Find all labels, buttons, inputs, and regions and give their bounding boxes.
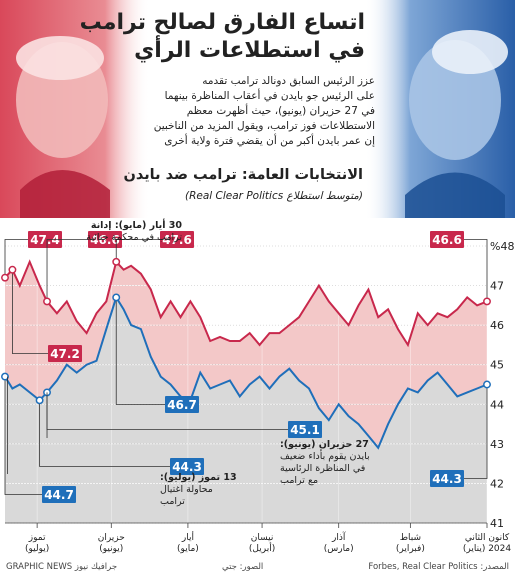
x-tick-label: (يناير) 2024 <box>463 544 512 554</box>
value-marker <box>1 372 9 381</box>
x-tick-label: (مايو) <box>177 544 199 554</box>
x-tick-label: (يوليو) <box>25 544 49 554</box>
x-tick-label: آذار <box>331 531 346 543</box>
page-title-line1: اتساع الفارق لصالح ترامب <box>79 10 365 35</box>
annotation-line: بايدن يقوم بأداء ضعيف <box>280 449 370 462</box>
y-tick-label: 45 <box>490 359 504 372</box>
x-tick-label: شباط <box>400 533 421 543</box>
value-label-box <box>430 231 464 248</box>
value-label: 46.6 <box>432 233 462 247</box>
annotation-line: ترامب في محكمة جنائية <box>86 232 182 243</box>
value-label: 44.7 <box>44 488 74 502</box>
value-label: 44.3 <box>432 472 462 486</box>
footer-photo-credit: الصور: جتي <box>222 562 264 572</box>
value-marker <box>43 297 51 306</box>
value-label-box <box>430 470 464 487</box>
page-title-line2: في استطلاعات الرأي <box>134 38 365 63</box>
value-marker <box>483 380 491 389</box>
intro-line: على الرئيس جو بايدن في أعقاب المناظرة بي… <box>164 90 375 102</box>
value-label-leader <box>115 297 165 405</box>
x-tick-label: (يونيو) <box>99 544 123 554</box>
x-tick-label: نيسان <box>251 533 274 543</box>
value-label-box <box>28 231 62 248</box>
value-label-leader <box>12 269 48 354</box>
y-tick-label: %48 <box>490 240 514 253</box>
x-tick-label: أيار <box>181 531 194 543</box>
x-tick-label: كانون الثاني <box>465 533 510 543</box>
intro-text: عزز الرئيس السابق دونالد ترامب تقدمه على… <box>75 74 375 149</box>
header-art <box>0 0 515 218</box>
value-label: 47.6 <box>162 233 192 247</box>
biden-portrait <box>365 0 515 218</box>
value-marker <box>8 265 17 274</box>
value-label: 45.1 <box>290 423 320 437</box>
value-label-box <box>42 486 76 503</box>
x-tick-label: (أبريل) <box>249 542 275 554</box>
annotation-line: محاولة اغتيال <box>160 484 213 495</box>
value-label-box <box>288 421 322 438</box>
value-label-leader <box>464 239 488 302</box>
y-tick-label: 43 <box>490 438 504 451</box>
annotation-line: مع ترامب <box>280 475 318 486</box>
trump-portrait <box>0 0 150 218</box>
poll-chart: %48 47 46 45 44 43 42 41 كانون الثاني(يناير) 202… <box>1 218 514 554</box>
chart-subtitle: الانتخابات العامة: ترامب ضد بايدن <box>123 167 363 183</box>
y-tick-label: 42 <box>490 477 504 490</box>
footer-source: المصدر: Forbes, Real Clear Politics <box>368 562 509 572</box>
annotation-line: ترامب <box>160 496 185 507</box>
biden-line <box>4 295 488 450</box>
value-marker <box>1 273 9 282</box>
value-label-leader <box>46 239 88 302</box>
intro-line: عزز الرئيس السابق دونالد ترامب تقدمه <box>202 75 375 87</box>
value-label-box <box>48 345 82 362</box>
x-tick-label: (مارس) <box>324 544 354 554</box>
x-tick-label: حزيران <box>98 533 125 543</box>
value-label-leader <box>4 239 28 278</box>
value-label-box <box>160 231 194 248</box>
footer-credit: جرافيك نيوز GRAPHIC NEWS <box>6 562 118 572</box>
value-label-leader <box>115 239 160 262</box>
value-label-leader <box>39 400 170 467</box>
gap-area <box>5 261 487 448</box>
intro-line: إن عمر بايدن أكبر من أن يقضي فترة ولاية … <box>164 135 375 147</box>
value-label-box <box>88 231 122 248</box>
value-label: 46.7 <box>167 398 197 412</box>
x-tick-label: تموز <box>28 533 46 543</box>
value-label: 47.2 <box>50 347 80 361</box>
annotation-line: 30 أيار (مايو): إدانة <box>91 218 183 231</box>
chart-source-note: (متوسط استطلاع Real Clear Politics) <box>184 190 363 202</box>
value-label-box <box>170 458 204 475</box>
trump-line <box>4 259 488 348</box>
value-marker <box>112 257 121 266</box>
annotation-line: 27 حزيران (يونيو): <box>280 439 369 450</box>
value-label: 47.4 <box>30 233 60 247</box>
intro-line: في 27 حزيران (يونيو)، حيث أظهرت معظم <box>186 105 375 117</box>
value-marker <box>112 293 121 302</box>
value-label-leader <box>464 384 488 479</box>
intro-line: الاستطلاعات فوز ترامب، ويقول المزيد من ا… <box>153 120 375 132</box>
value-label: 46.6 <box>90 233 120 247</box>
annotation-line: في المناظرة الرئاسية <box>280 463 365 474</box>
value-label: 44.3 <box>172 460 202 474</box>
y-tick-label: 44 <box>490 398 504 411</box>
y-tick-label: 46 <box>490 319 504 332</box>
annotation: 27 حزيران (يونيو):بايدن يقوم بأداء ضعيفف… <box>280 439 370 486</box>
annotation-line: 13 تموز (يوليو): <box>160 472 237 483</box>
value-marker <box>483 297 491 306</box>
header: اتساع الفارق لصالح ترامب في استطلاعات ال… <box>0 0 515 218</box>
y-tick-label: 47 <box>490 280 504 293</box>
value-marker <box>35 396 44 405</box>
x-tick-label: (فبراير) <box>396 544 425 554</box>
value-label-box <box>165 396 199 413</box>
y-tick-label: 41 <box>490 517 504 530</box>
value-label-leader <box>4 376 42 495</box>
